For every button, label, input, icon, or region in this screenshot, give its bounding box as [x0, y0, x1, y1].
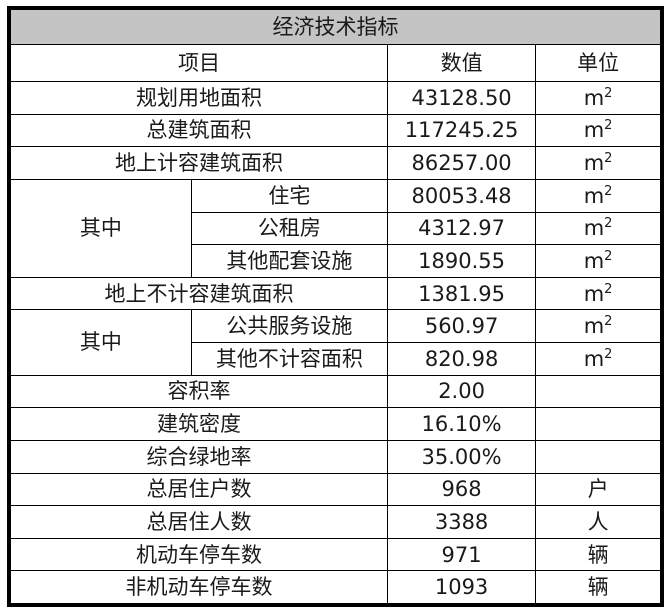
cell-value: 560.97: [386, 309, 537, 343]
unit-square-meter-exponent: 2: [604, 314, 613, 330]
economic-indicators-table: 经济技术指标 项目 数值 单位 规划用地面积 43128.50 m2 总建筑面积 117…: [10, 9, 661, 604]
cell-item-label: 地上计容建筑面积: [10, 146, 388, 180]
cell-group-label: 其中: [10, 178, 192, 278]
cell-item-label: 地上不计容建筑面积: [10, 276, 388, 311]
table-row: 其中 住宅 80053.48 m2: [10, 178, 661, 278]
unit-square-meter-exponent: 2: [604, 151, 613, 167]
cell-unit: 辆: [535, 537, 661, 572]
unit-square-meter-base: m: [583, 216, 605, 241]
table-header-row: 项目 数值 单位: [10, 44, 661, 82]
cell-sub-item-label: 其他不计容面积: [190, 342, 388, 376]
cell-unit: m2: [535, 342, 661, 376]
cell-unit: m2: [535, 211, 661, 246]
cell-value: 1093: [386, 570, 537, 604]
cell-sub-item-label: 其他配套设施: [190, 244, 388, 278]
cell-item-label: 总建筑面积: [10, 113, 388, 148]
unit-square-meter-exponent: 2: [604, 85, 613, 101]
cell-value: 80053.48: [386, 178, 537, 213]
cell-item-label: 总居住户数: [10, 472, 388, 507]
cell-value: 968: [386, 472, 537, 507]
table-row: 其中 公共服务设施 560.97 m2: [10, 309, 661, 376]
cell-unit: m2: [535, 113, 661, 148]
cell-item-label: 总居住人数: [10, 505, 388, 539]
cell-item-label: 建筑密度: [10, 407, 388, 441]
cell-value: 1381.95: [386, 276, 537, 311]
table-row: 规划用地面积 43128.50 m2: [10, 81, 661, 115]
unit-square-meter-base: m: [583, 151, 605, 176]
cell-item-label: 机动车停车数: [10, 537, 388, 572]
cell-unit: [535, 407, 661, 441]
cell-value: 4312.97: [386, 211, 537, 246]
cell-unit: m2: [535, 178, 661, 213]
cell-item-label: 容积率: [10, 374, 388, 409]
economic-indicators-table-container: 经济技术指标 项目 数值 单位 规划用地面积 43128.50 m2 总建筑面积 117…: [7, 6, 664, 607]
unit-square-meter-base: m: [583, 314, 605, 339]
unit-square-meter-base: m: [583, 118, 605, 143]
table-row: 总建筑面积 117245.25 m2: [10, 113, 661, 148]
column-header-item: 项目: [10, 44, 388, 82]
unit-square-meter-exponent: 2: [604, 248, 613, 264]
cell-unit: [535, 374, 661, 409]
cell-unit: m2: [535, 276, 661, 311]
unit-square-meter-exponent: 2: [604, 118, 613, 134]
cell-value: 117245.25: [386, 113, 537, 148]
table-row: 综合绿地率 35.00%: [10, 439, 661, 474]
unit-square-meter-base: m: [583, 85, 605, 110]
cell-sub-item-label: 住宅: [190, 178, 388, 213]
table-row: 其他配套设施 1890.55 m2: [11, 244, 661, 278]
cell-value: 3388: [386, 505, 537, 539]
cell-unit: 户: [535, 472, 661, 507]
cell-unit: 人: [535, 505, 661, 539]
table-row: 地上不计容建筑面积 1381.95 m2: [10, 276, 661, 311]
table-row: 建筑密度 16.10%: [10, 407, 661, 441]
cell-unit: [535, 439, 661, 474]
table-title: 经济技术指标: [10, 9, 661, 45]
unit-square-meter-base: m: [583, 248, 605, 273]
table-title-row: 经济技术指标: [10, 9, 661, 45]
cell-item-label: 规划用地面积: [10, 81, 388, 115]
cell-item-label: 非机动车停车数: [10, 570, 388, 604]
table-row: 总居住人数 3388 人: [10, 505, 661, 539]
table-row: 总居住户数 968 户: [10, 472, 661, 507]
cell-value: 16.10%: [386, 407, 537, 441]
cell-unit: m2: [535, 244, 661, 278]
table-row: 公租房 4312.97 m2: [11, 211, 661, 246]
table-row: 机动车停车数 971 辆: [10, 537, 661, 572]
table-row: 容积率 2.00: [10, 374, 661, 409]
cell-value: 86257.00: [386, 146, 537, 180]
unit-square-meter-base: m: [583, 183, 605, 208]
cell-value: 2.00: [386, 374, 537, 409]
cell-value: 820.98: [386, 342, 537, 376]
cell-sub-item-label: 公租房: [190, 211, 388, 246]
table-row: 地上计容建筑面积 86257.00 m2: [10, 146, 661, 180]
table-body: 经济技术指标 项目 数值 单位 规划用地面积 43128.50 m2 总建筑面积 117…: [10, 9, 661, 604]
cell-unit: m2: [535, 309, 661, 343]
cell-value: 35.00%: [386, 439, 537, 474]
unit-square-meter-exponent: 2: [604, 281, 613, 297]
cell-unit: m2: [535, 146, 661, 180]
column-header-unit: 单位: [535, 44, 661, 82]
cell-sub-item-label: 公共服务设施: [190, 309, 388, 343]
cell-value: 43128.50: [386, 81, 537, 115]
table-row: 非机动车停车数 1093 辆: [10, 570, 661, 604]
unit-square-meter-base: m: [583, 346, 605, 371]
unit-square-meter-exponent: 2: [604, 216, 613, 232]
unit-square-meter-base: m: [583, 281, 605, 306]
cell-item-label: 综合绿地率: [10, 439, 388, 474]
cell-value: 1890.55: [386, 244, 537, 278]
cell-value: 971: [386, 537, 537, 572]
cell-group-label: 其中: [10, 309, 192, 376]
table-row: 其他不计容面积 820.98 m2: [11, 342, 661, 376]
cell-unit: m2: [535, 81, 661, 115]
cell-unit: 辆: [535, 570, 661, 604]
unit-square-meter-exponent: 2: [604, 346, 613, 362]
column-header-value: 数值: [386, 44, 537, 82]
unit-square-meter-exponent: 2: [604, 183, 613, 199]
